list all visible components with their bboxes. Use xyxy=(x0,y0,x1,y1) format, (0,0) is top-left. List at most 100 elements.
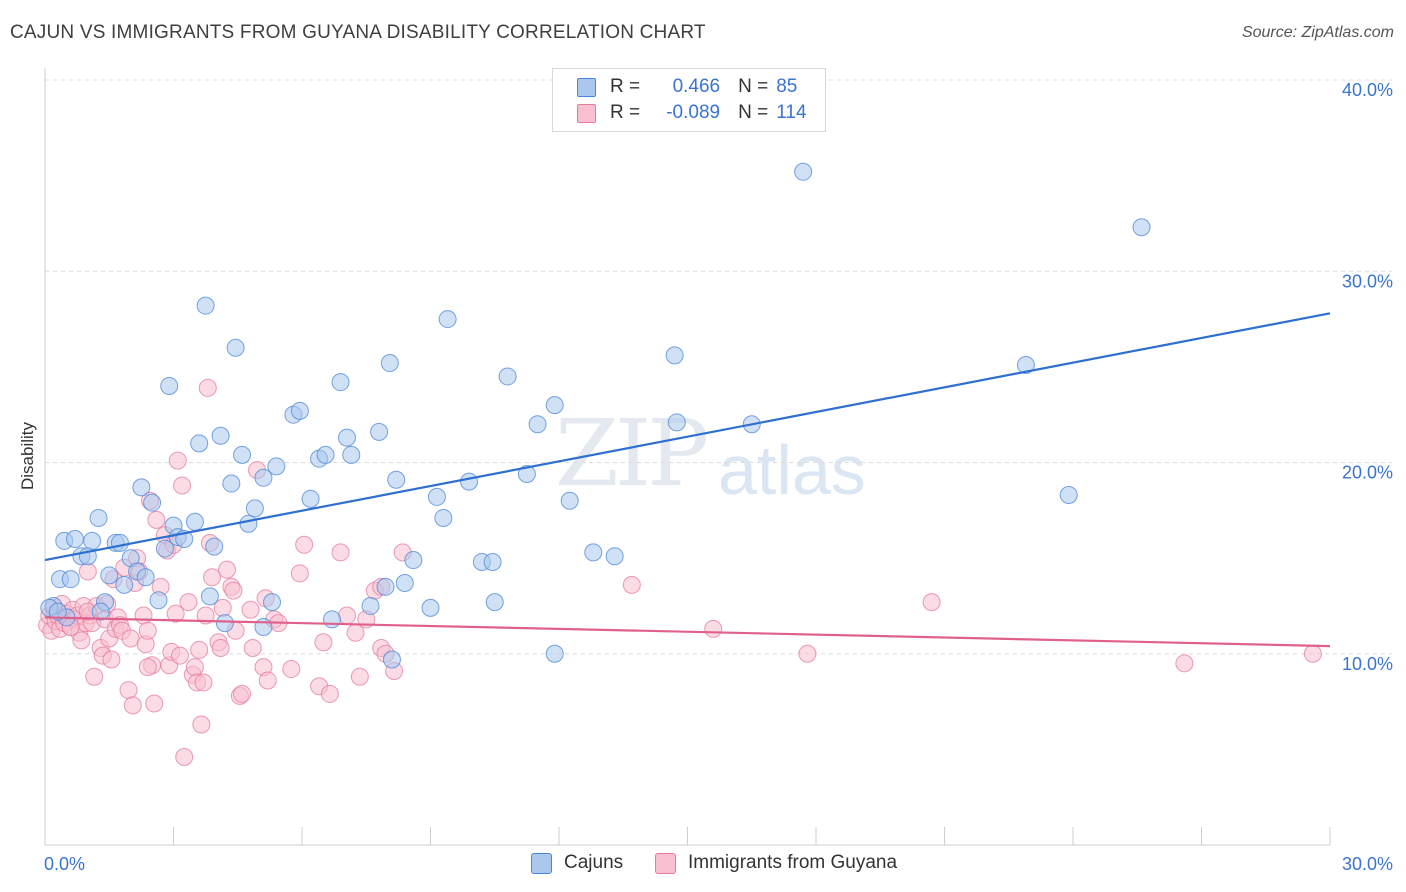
data-point-cajuns xyxy=(290,401,309,420)
data-point-guyana xyxy=(798,644,817,663)
data-point-cajuns xyxy=(382,650,401,669)
bottom-legend-swatch-cajuns xyxy=(531,852,552,874)
data-point-cajuns xyxy=(136,568,155,587)
data-point-cajuns xyxy=(239,514,258,533)
trend-line-cajuns xyxy=(44,312,1331,562)
data-point-guyana xyxy=(233,684,252,703)
data-point-cajuns xyxy=(485,593,504,612)
data-point-cajuns xyxy=(222,474,241,493)
data-point-guyana xyxy=(203,568,222,587)
data-point-cajuns xyxy=(143,493,162,512)
data-point-cajuns xyxy=(545,644,564,663)
data-point-cajuns xyxy=(83,531,102,550)
data-point-cajuns xyxy=(149,591,168,610)
data-point-cajuns xyxy=(794,162,813,181)
bottom-legend-guyana: Immigrants from Guyana xyxy=(655,852,897,874)
data-point-guyana xyxy=(168,451,187,470)
data-point-cajuns xyxy=(370,422,389,441)
data-point-cajuns xyxy=(337,428,356,447)
data-point-guyana xyxy=(1303,644,1322,663)
data-point-guyana xyxy=(314,633,333,652)
legend-n-label: N = xyxy=(738,76,769,97)
data-point-guyana xyxy=(138,658,157,677)
data-point-cajuns xyxy=(584,543,603,562)
data-point-guyana xyxy=(138,621,157,640)
data-point-cajuns xyxy=(160,377,179,395)
data-point-guyana xyxy=(211,639,230,658)
data-point-cajuns xyxy=(226,338,245,357)
data-point-guyana xyxy=(704,619,723,638)
data-point-guyana xyxy=(173,476,192,495)
data-point-guyana xyxy=(175,748,194,767)
data-point-guyana xyxy=(72,631,91,650)
bottom-legend-label-guyana: Immigrants from Guyana xyxy=(688,852,898,873)
legend-swatch-cajuns xyxy=(577,77,596,97)
x-tick-label: 30.0% xyxy=(1342,854,1393,874)
data-point-cajuns xyxy=(185,512,204,531)
data-point-guyana xyxy=(218,560,237,579)
legend-n-value-cajuns: 85 xyxy=(776,76,798,97)
bottom-legend-cajuns: Cajuns xyxy=(531,852,623,874)
legend-n-label: N = xyxy=(738,102,769,123)
data-point-cajuns xyxy=(155,539,174,558)
data-point-guyana xyxy=(179,593,198,612)
data-point-guyana xyxy=(185,658,204,677)
data-point-guyana xyxy=(190,640,209,659)
y-tick-label: 10.0% xyxy=(1342,654,1393,674)
data-point-cajuns xyxy=(404,551,423,570)
data-point-cajuns xyxy=(61,570,80,589)
x-tick-label: 0.0% xyxy=(44,854,85,874)
data-point-cajuns xyxy=(387,470,406,489)
data-point-cajuns xyxy=(376,577,395,596)
data-point-guyana xyxy=(134,606,153,625)
data-point-cajuns xyxy=(196,296,215,315)
source-note: Source: ZipAtlas.com xyxy=(1241,24,1394,41)
data-point-cajuns xyxy=(380,354,399,373)
y-tick-label: 40.0% xyxy=(1342,80,1393,100)
legend-row-cajuns: R = 0.466 N = 85 xyxy=(577,75,797,99)
legend-n-value-guyana: 114 xyxy=(776,102,807,123)
y-axis-label: Disability xyxy=(18,421,37,491)
data-point-cajuns xyxy=(301,489,320,508)
data-point-cajuns xyxy=(115,575,134,594)
data-point-guyana xyxy=(85,667,104,686)
correlation-legend: R = 0.466 N = 85 R = -0.089 N = 114 xyxy=(552,68,826,132)
data-point-cajuns xyxy=(667,413,686,432)
data-point-cajuns xyxy=(89,508,108,527)
data-point-guyana xyxy=(166,604,185,623)
data-point-cajuns xyxy=(205,537,224,556)
data-point-cajuns xyxy=(110,533,129,552)
data-point-cajuns xyxy=(254,468,273,487)
data-point-guyana xyxy=(350,667,369,686)
data-point-cajuns xyxy=(263,593,282,612)
data-point-guyana xyxy=(290,564,309,583)
data-point-cajuns xyxy=(48,602,67,621)
data-point-cajuns xyxy=(331,373,350,392)
legend-r-value-guyana: -0.089 xyxy=(666,102,721,123)
data-point-cajuns xyxy=(438,310,457,329)
data-point-cajuns xyxy=(342,445,361,464)
bottom-legend-label-cajuns: Cajuns xyxy=(564,852,624,873)
data-point-cajuns xyxy=(517,464,536,483)
data-point-cajuns xyxy=(545,396,564,415)
data-point-guyana xyxy=(194,673,213,692)
data-point-cajuns xyxy=(421,598,440,617)
data-point-cajuns xyxy=(361,596,380,615)
data-point-cajuns xyxy=(190,434,209,453)
data-point-cajuns xyxy=(65,530,84,548)
data-point-guyana xyxy=(145,694,164,713)
data-point-cajuns xyxy=(100,566,119,585)
data-point-cajuns xyxy=(215,614,234,633)
chart-title: CAJUN VS IMMIGRANTS FROM GUYANA DISABILI… xyxy=(10,22,706,43)
data-point-guyana xyxy=(320,684,339,703)
data-point-cajuns xyxy=(560,491,579,510)
legend-r-value-cajuns: 0.466 xyxy=(672,76,721,97)
y-tick-label: 20.0% xyxy=(1342,463,1393,483)
bottom-legend-swatch-guyana xyxy=(655,852,676,874)
data-point-cajuns xyxy=(211,426,230,445)
data-point-guyana xyxy=(922,593,941,612)
legend-r-label: R = xyxy=(610,102,641,123)
data-point-guyana xyxy=(295,535,314,554)
data-point-cajuns xyxy=(665,346,684,365)
